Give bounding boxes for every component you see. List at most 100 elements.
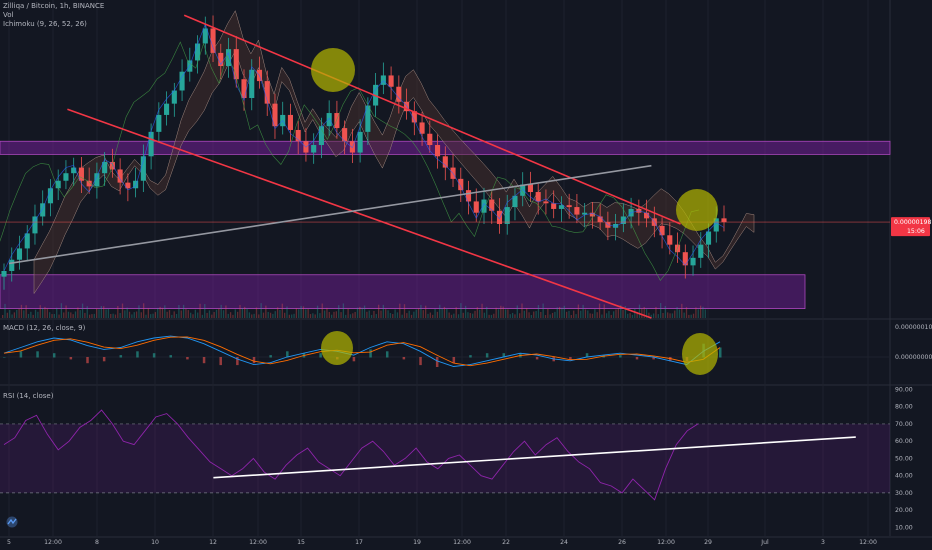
macd-histogram-bar	[169, 355, 173, 358]
macd-histogram-bar	[569, 357, 572, 360]
candle-body	[194, 43, 201, 61]
volume-bar	[533, 311, 535, 318]
volume-bar	[225, 305, 227, 318]
volume-bar	[598, 303, 601, 318]
macd-histogram-bar	[502, 353, 506, 358]
volume-bar	[671, 313, 674, 318]
volume-bar	[652, 313, 655, 318]
rsi-tick-label: 40.00	[895, 473, 913, 480]
candle-body	[566, 205, 572, 208]
time-tick-label: 12:00	[249, 539, 267, 546]
time-tick-label: 8	[95, 539, 99, 546]
volume-bar	[253, 313, 255, 318]
volume-bar	[140, 312, 142, 318]
candle-body	[156, 114, 162, 132]
time-tick-label: 26	[618, 539, 626, 546]
volume-bar	[255, 307, 258, 318]
volume-bar	[417, 308, 420, 318]
candle-body	[597, 216, 603, 223]
candle-body	[527, 184, 534, 193]
volume-bar	[422, 310, 424, 318]
volume-bar	[305, 309, 307, 318]
candle-body	[47, 188, 54, 204]
volume-bar	[570, 314, 572, 318]
time-tick-label: 29	[704, 539, 712, 546]
candle-body	[164, 103, 170, 115]
volume-bar	[584, 309, 587, 318]
volume-bar	[143, 303, 145, 318]
candle-body	[481, 199, 487, 213]
volume-bar	[208, 310, 211, 318]
volume-bar	[361, 307, 363, 318]
volume-bar	[446, 308, 448, 318]
volume-bar	[535, 311, 537, 318]
volume-bar	[291, 314, 293, 318]
candle-body	[535, 192, 541, 202]
volume-bar	[641, 308, 643, 318]
candle-body	[272, 103, 278, 127]
volume-bar	[18, 308, 20, 318]
volume-bar	[126, 307, 128, 318]
volume-bar	[645, 309, 648, 318]
volume-bar	[218, 308, 220, 318]
volume-bar	[594, 309, 596, 318]
volume-bar	[319, 313, 321, 318]
time-tick-label: 22	[502, 539, 510, 546]
time-tick-label: 12:00	[657, 539, 675, 546]
volume-bar	[472, 313, 474, 318]
volume-bar	[232, 314, 234, 318]
volume-bar	[335, 311, 337, 318]
macd-histogram-bar	[286, 351, 289, 358]
volume-bar	[544, 314, 547, 318]
volume-bar	[526, 308, 528, 318]
macd-legend[interactable]: MACD (12, 26, close, 9)	[3, 324, 86, 332]
volume-bar	[638, 304, 641, 318]
volume-bar	[331, 314, 333, 318]
volume-bar	[152, 313, 154, 318]
candle-body	[318, 126, 324, 146]
rsi-line	[3, 409, 699, 501]
candle-body	[225, 49, 232, 67]
time-tick-label: 12:00	[44, 539, 62, 546]
volume-bar	[44, 306, 46, 318]
candle-body	[1, 270, 7, 277]
rsi-legend[interactable]: RSI (14, close)	[3, 392, 54, 400]
volume-bar	[420, 304, 422, 318]
symbol-title[interactable]: Zilliqa / Bitcoin, 1h, BINANCE	[3, 2, 105, 10]
volume-bar	[504, 309, 507, 318]
candle-body	[295, 129, 301, 142]
volume-zone	[0, 274, 806, 309]
volume-bar	[650, 314, 652, 318]
volume-bar	[521, 303, 523, 318]
volume-bar	[556, 307, 558, 318]
candle-body	[396, 86, 402, 102]
volume-bar	[338, 305, 340, 318]
volume-bar	[70, 312, 72, 318]
macd-histogram-bar	[52, 353, 56, 358]
candle-body	[543, 201, 549, 204]
volume-bar	[577, 304, 580, 318]
volume-bar	[121, 303, 124, 318]
volume-bar	[434, 309, 436, 318]
candle-body	[404, 101, 410, 112]
vol-legend[interactable]: Vol	[3, 11, 14, 19]
macd-histogram-bar	[535, 357, 539, 360]
volume-bar	[425, 305, 427, 318]
volume-bar	[528, 312, 530, 318]
highlight-circle-top	[311, 48, 355, 92]
volume-bar	[49, 312, 51, 318]
candle-body	[133, 180, 139, 189]
volume-bar	[657, 314, 659, 318]
volume-bar	[157, 307, 159, 318]
candles	[1, 15, 727, 290]
candle-body	[24, 233, 30, 249]
volume-bar	[500, 305, 502, 318]
candle-body	[582, 212, 588, 215]
volume-bar	[34, 309, 37, 318]
volume-bar	[88, 314, 91, 318]
ichimoku-legend[interactable]: Ichimoku (9, 26, 52, 26)	[3, 20, 87, 28]
volume-bar	[648, 312, 650, 318]
volume-bar	[523, 310, 525, 318]
tradingview-logo-icon[interactable]	[5, 516, 19, 528]
